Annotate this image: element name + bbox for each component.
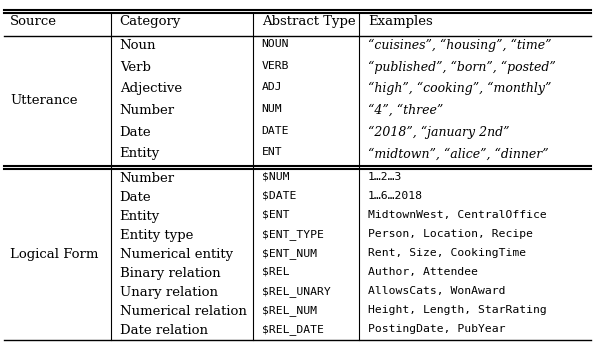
- Text: “published”, “born”, “posted”: “published”, “born”, “posted”: [368, 61, 556, 74]
- Text: $ENT_NUM: $ENT_NUM: [262, 248, 316, 259]
- Text: DATE: DATE: [262, 126, 289, 136]
- Text: Binary relation: Binary relation: [120, 267, 220, 280]
- Text: $REL_UNARY: $REL_UNARY: [262, 286, 330, 297]
- Text: Category: Category: [120, 15, 181, 28]
- Text: AllowsCats, WonAward: AllowsCats, WonAward: [368, 286, 506, 296]
- Text: 1…2…3: 1…2…3: [368, 172, 402, 182]
- Text: Date relation: Date relation: [120, 324, 208, 337]
- Text: Author, Attendee: Author, Attendee: [368, 267, 478, 277]
- Text: MidtownWest, CentralOffice: MidtownWest, CentralOffice: [368, 210, 547, 220]
- Text: Noun: Noun: [120, 39, 156, 52]
- Text: “4”, “three”: “4”, “three”: [368, 104, 443, 117]
- Text: Entity type: Entity type: [120, 229, 193, 242]
- Text: Person, Location, Recipe: Person, Location, Recipe: [368, 229, 533, 239]
- Text: PostingDate, PubYear: PostingDate, PubYear: [368, 324, 506, 333]
- Text: “high”, “cooking”, “monthly”: “high”, “cooking”, “monthly”: [368, 82, 551, 95]
- Text: “midtown”, “alice”, “dinner”: “midtown”, “alice”, “dinner”: [368, 147, 548, 160]
- Text: Numerical relation: Numerical relation: [120, 305, 246, 318]
- Text: Number: Number: [120, 104, 175, 117]
- Text: “2018”, “january 2nd”: “2018”, “january 2nd”: [368, 126, 510, 139]
- Text: Source: Source: [10, 15, 57, 28]
- Text: Date: Date: [120, 126, 151, 139]
- Text: “cuisines”, “housing”, “time”: “cuisines”, “housing”, “time”: [368, 39, 551, 52]
- Text: Unary relation: Unary relation: [120, 286, 217, 299]
- Text: Date: Date: [120, 191, 151, 204]
- Text: ADJ: ADJ: [262, 82, 282, 92]
- Text: $ENT_TYPE: $ENT_TYPE: [262, 229, 324, 240]
- Text: $DATE: $DATE: [262, 191, 296, 201]
- Text: Logical Form: Logical Form: [10, 248, 98, 261]
- Text: Examples: Examples: [368, 15, 433, 28]
- Text: NUM: NUM: [262, 104, 282, 114]
- Text: Utterance: Utterance: [10, 94, 78, 107]
- Text: 1…6…2018: 1…6…2018: [368, 191, 423, 201]
- Text: Number: Number: [120, 172, 175, 185]
- Text: Abstract Type: Abstract Type: [262, 15, 355, 28]
- Text: Adjective: Adjective: [120, 82, 182, 95]
- Text: Height, Length, StarRating: Height, Length, StarRating: [368, 305, 547, 315]
- Text: Numerical entity: Numerical entity: [120, 248, 233, 261]
- Text: Rent, Size, CookingTime: Rent, Size, CookingTime: [368, 248, 526, 258]
- Text: NOUN: NOUN: [262, 39, 289, 49]
- Text: $ENT: $ENT: [262, 210, 289, 220]
- Text: VERB: VERB: [262, 61, 289, 70]
- Text: Entity: Entity: [120, 147, 160, 160]
- Text: $REL_NUM: $REL_NUM: [262, 305, 316, 316]
- Text: ENT: ENT: [262, 147, 282, 157]
- Text: $REL_DATE: $REL_DATE: [262, 324, 324, 334]
- Text: $REL: $REL: [262, 267, 289, 277]
- Text: Entity: Entity: [120, 210, 160, 223]
- Text: $NUM: $NUM: [262, 172, 289, 182]
- Text: Verb: Verb: [120, 61, 150, 74]
